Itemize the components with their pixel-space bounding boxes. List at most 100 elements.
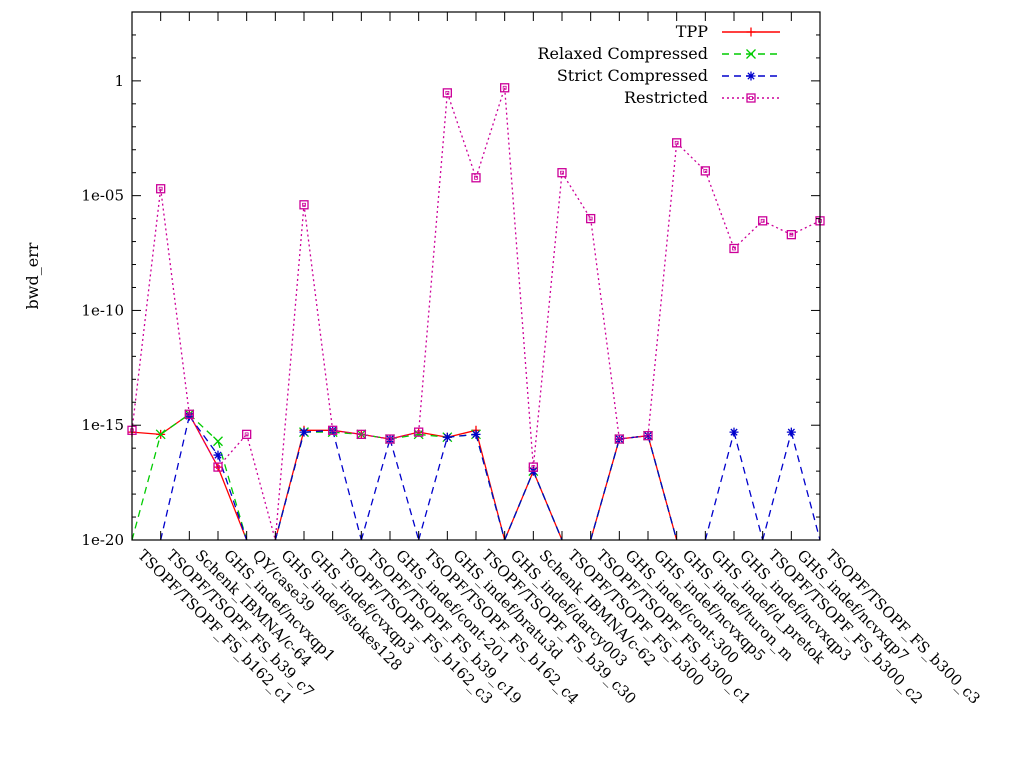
point-relaxed-compressed	[413, 429, 424, 440]
series-line-relaxed-compressed	[418, 433, 448, 438]
point-restricted	[586, 213, 596, 224]
point-restricted	[643, 431, 653, 441]
legend-marker-restricted	[746, 93, 756, 103]
point-strict-compressed	[442, 432, 452, 442]
point-restricted-inner	[674, 140, 679, 145]
x-axis: TSOPF/TSOPF_FS_b162_c1TSOPF/TSOPF_FS_b39…	[131, 12, 984, 708]
point-restricted	[758, 216, 768, 226]
series-line-restricted	[475, 87, 506, 178]
point-restricted-inner	[216, 465, 220, 469]
series-line-strict-compressed	[217, 454, 248, 541]
point-strict-compressed	[614, 434, 624, 444]
point-restricted-inner	[445, 90, 450, 95]
series-line-restricted	[791, 220, 821, 236]
series-line-restricted	[704, 170, 735, 249]
point-restricted-inner	[560, 170, 564, 175]
point-strict-compressed	[729, 427, 739, 437]
y-tick-label: 1e-05	[81, 187, 124, 205]
series-relaxed-compressed	[131, 409, 678, 541]
point-strict-compressed	[213, 450, 223, 460]
point-restricted-inner	[359, 432, 364, 437]
chart-marks	[127, 83, 825, 541]
series-line-strict-compressed	[418, 437, 448, 541]
series-line-strict-compressed	[389, 438, 420, 541]
series-line-relaxed-compressed	[332, 431, 362, 436]
legend-marker-relaxed-compressed	[746, 49, 756, 59]
legend: TPP Relaxed Compressed Strict Compressed Re…	[537, 22, 780, 107]
point-restricted-inner	[416, 430, 421, 435]
y-tick-label: 1e-10	[81, 301, 124, 319]
series-line-restricted	[303, 204, 334, 431]
point-restricted	[213, 462, 223, 472]
point-restricted-inner	[646, 433, 650, 438]
series-line-restricted	[647, 142, 678, 436]
series-line-relaxed-compressed	[389, 433, 419, 440]
point-restricted	[299, 200, 309, 210]
y-tick-label: 1e-15	[81, 416, 124, 434]
point-restricted-inner	[388, 437, 392, 441]
legend-label-restricted: Restricted	[624, 88, 708, 107]
series-line-relaxed-compressed	[131, 434, 162, 541]
series-line-restricted	[561, 172, 592, 219]
series-line-restricted	[733, 220, 764, 249]
point-restricted-inner	[474, 175, 478, 180]
series-line-tpp	[418, 431, 448, 438]
point-restricted	[471, 173, 481, 183]
point-relaxed-compressed	[213, 436, 223, 447]
point-relaxed-compressed	[155, 429, 166, 440]
point-restricted	[672, 138, 682, 148]
series-line-strict-compressed	[647, 435, 678, 541]
point-restricted-inner	[703, 168, 708, 173]
point-restricted-inner	[330, 428, 335, 433]
point-strict-compressed	[299, 427, 309, 437]
point-restricted	[614, 434, 624, 444]
plot-frame	[131, 11, 821, 541]
series-line-strict-compressed	[160, 415, 190, 541]
point-strict-compressed	[786, 427, 796, 437]
series-line-restricted	[131, 188, 162, 431]
series-line-restricted	[504, 87, 534, 468]
point-restricted-inner	[789, 232, 794, 237]
series-line-strict-compressed	[590, 438, 620, 541]
point-restricted	[700, 166, 710, 176]
point-restricted	[528, 462, 538, 472]
series-line-restricted	[676, 142, 706, 172]
y-axis-title: bwd_err	[23, 242, 42, 309]
legend-label-tpp: TPP	[676, 22, 708, 41]
series-line-restricted	[446, 92, 477, 178]
series-line-strict-compressed	[360, 438, 391, 541]
series-line-tpp	[332, 429, 362, 435]
series-line-strict-compressed	[303, 429, 333, 433]
series-line-tpp	[131, 431, 161, 436]
y-tick-label: 1	[114, 72, 124, 90]
point-strict-compressed	[385, 434, 395, 444]
point-restricted-inner	[617, 437, 622, 441]
series-strict-compressed	[160, 411, 821, 541]
series-line-strict-compressed	[332, 430, 362, 541]
series-tpp	[127, 409, 678, 541]
series-line-strict-compressed	[188, 415, 219, 456]
series-line-strict-compressed	[704, 431, 735, 541]
point-restricted-inner	[302, 202, 306, 207]
point-restricted	[356, 429, 366, 440]
series-line-restricted	[762, 220, 792, 236]
series-line-relaxed-compressed	[361, 433, 391, 440]
point-tpp	[213, 462, 223, 472]
point-restricted	[328, 425, 338, 435]
point-restricted-inner	[588, 216, 593, 221]
series-line-restricted	[217, 433, 248, 468]
point-restricted-inner	[187, 412, 192, 417]
point-restricted	[156, 184, 166, 194]
y-axis: 1e-20 1e-15 1e-10 1e-05 1	[81, 11, 820, 549]
legend-marker-restricted-inner	[749, 96, 753, 100]
series-line-relaxed-compressed	[217, 441, 248, 541]
y-tick-label: 1e-20	[81, 531, 124, 549]
series-line-restricted	[160, 188, 190, 415]
series-line-strict-compressed	[733, 431, 764, 541]
point-restricted-inner	[244, 432, 249, 437]
point-restricted-inner	[732, 246, 736, 251]
point-restricted-inner	[502, 85, 507, 90]
series-line-tpp	[447, 429, 477, 438]
series-line-strict-compressed	[532, 470, 563, 541]
